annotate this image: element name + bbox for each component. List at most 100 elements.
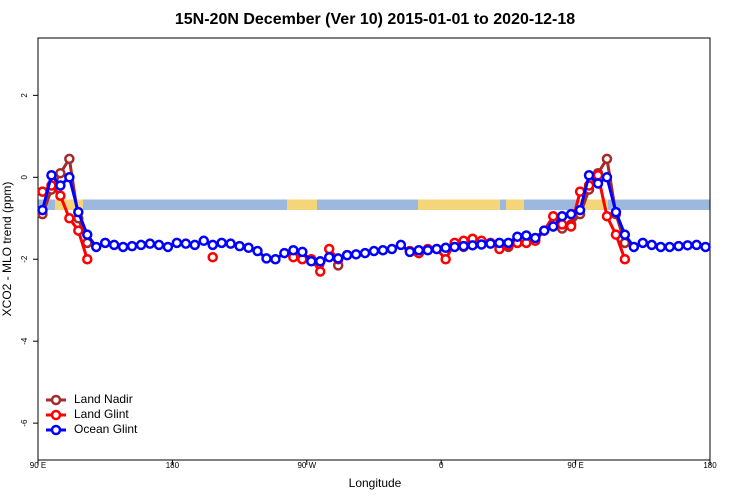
data-point [117,241,129,253]
x-tick-label: 90 E [567,461,583,470]
data-point [565,221,577,232]
data-point [323,243,335,255]
data-point [46,170,57,181]
data-point [99,237,111,249]
data-point [494,237,505,249]
data-point [673,240,684,252]
data-point [547,210,559,222]
data-point [82,229,93,240]
data-point [601,153,613,165]
data-point [234,240,245,252]
y-tick-label: -6 [20,419,29,427]
legend-label: Land Glint [74,407,129,421]
data-point [682,240,693,251]
data-point [198,235,210,247]
x-tick-label: 180 [703,461,717,470]
data-point [404,246,416,258]
data-point [664,241,675,253]
data-point [350,249,362,260]
data-point [610,206,622,218]
data-point [314,256,326,267]
chart-title: 15N-20N December (Ver 10) 2015-01-01 to … [175,11,575,28]
data-point [225,238,236,249]
data-point [216,237,227,249]
data-point [655,241,666,253]
data-point [691,239,702,251]
data-point [306,256,317,267]
data-point [162,241,174,253]
data-point [628,241,640,253]
data-point [601,172,613,183]
data-point [619,253,631,265]
data-point [359,247,371,259]
data-point [243,242,254,254]
legend-marker [50,409,62,421]
data-point [503,237,514,249]
data-point [64,213,75,224]
data-point [144,238,156,249]
data-point [55,180,66,191]
data-point [485,238,496,249]
data-point [82,253,93,265]
data-point [700,241,711,253]
data-point [270,253,281,265]
legend-label: Land Nadir [74,392,133,406]
data-point [592,170,604,181]
data-point [64,153,75,165]
data-point [547,221,559,232]
data-point [449,241,460,253]
data-point [440,242,451,254]
data-point [297,246,308,258]
data-point [619,229,631,240]
data-point [556,210,568,222]
data-point [610,229,622,240]
data-point [73,206,84,218]
y-tick-label: 2 [20,93,29,98]
data-point [592,178,604,189]
data-point [386,243,398,255]
data-point [574,204,586,216]
legend-label: Ocean Glint [74,422,138,436]
data-point [512,231,523,242]
legend-marker [50,394,62,406]
data-point [126,240,138,252]
x-tick-label: 180 [166,461,180,470]
data-point [601,210,613,222]
y-tick-label: -4 [20,337,29,345]
data-point [565,208,577,220]
y-axis-title: XCO2 - MLO trend (ppm) [0,182,14,317]
data-point [153,239,165,251]
data-point [90,241,102,253]
data-point [368,245,380,257]
data-point [395,239,407,251]
data-point [377,244,389,256]
data-point [323,251,335,263]
data-point [261,253,272,264]
data-point [583,170,595,181]
data-point [279,247,290,259]
data-point [521,230,532,241]
data-point [207,251,218,263]
data-point [314,266,326,277]
data-point [73,225,84,236]
y-tick-label: -2 [20,255,29,263]
data-point [476,239,487,250]
data-point [108,239,120,251]
data-point [37,204,48,216]
data-point [207,239,218,251]
data-point [538,225,550,236]
data-point [413,244,425,256]
x-tick-label: 90 W [297,461,316,470]
data-point [135,239,147,251]
data-point [252,245,263,257]
data-point [458,240,469,252]
x-tick-label: 90 E [30,461,46,470]
data-point [341,249,353,261]
data-point [422,244,434,256]
data-point [646,239,658,251]
data-point [64,172,75,183]
data-point [530,232,541,244]
y-tick-label: 0 [20,175,29,180]
